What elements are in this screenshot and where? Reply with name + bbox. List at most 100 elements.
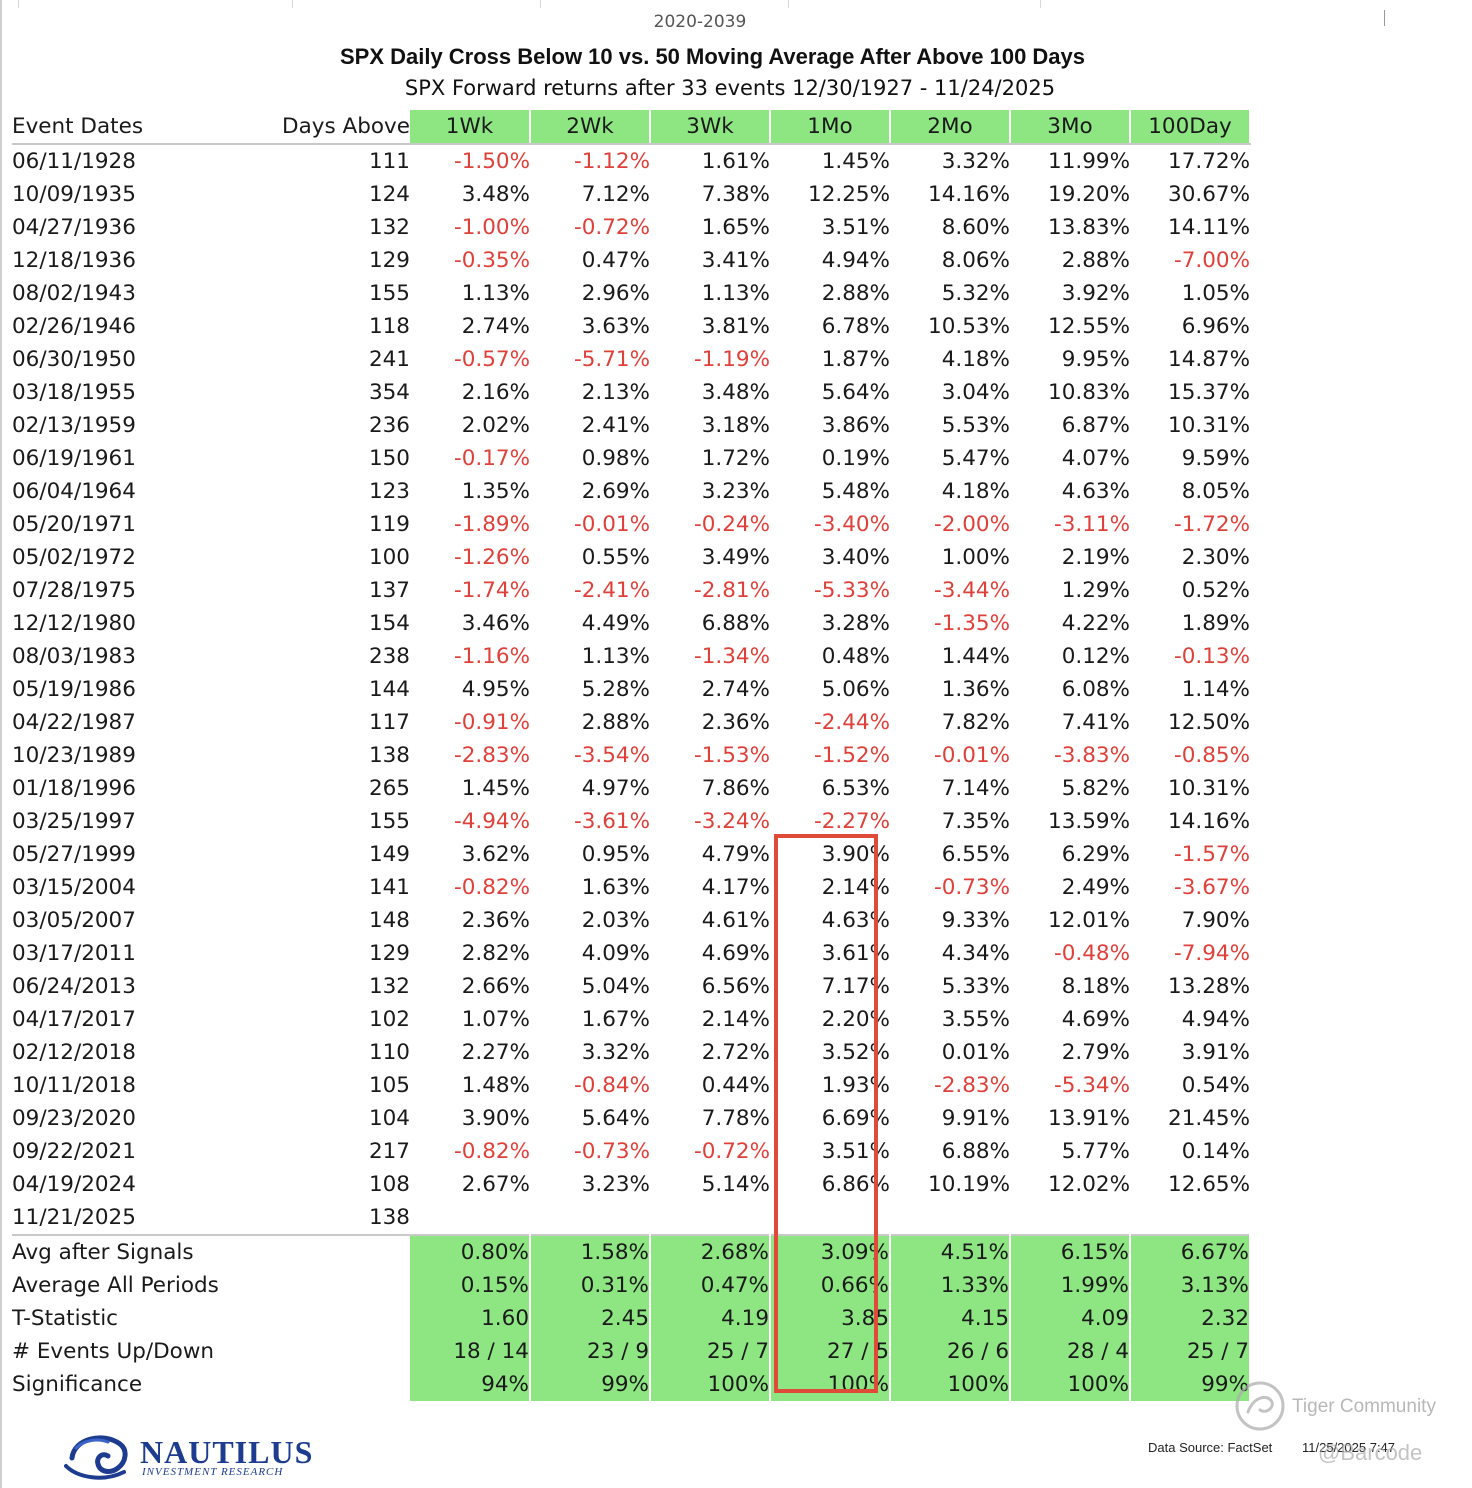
- return-cell: -2.81%: [693, 578, 770, 603]
- return-cell: 2.96%: [581, 281, 650, 306]
- return-cell: -1.50%: [453, 149, 530, 174]
- return-cell: -0.84%: [573, 1073, 650, 1098]
- return-cell: -0.73%: [933, 875, 1010, 900]
- return-cell: 2.03%: [581, 908, 650, 933]
- return-cell: 0.48%: [821, 644, 890, 669]
- return-cell: -3.44%: [933, 578, 1010, 603]
- return-cell: -0.01%: [573, 512, 650, 537]
- days-above-cell: 129: [368, 248, 410, 273]
- days-above-cell: 111: [368, 149, 410, 174]
- days-above-cell: 265: [368, 776, 410, 801]
- return-cell: 8.60%: [941, 215, 1010, 240]
- top-tick: [1384, 10, 1385, 26]
- return-cell: 5.32%: [941, 281, 1010, 306]
- event-date-cell: 05/27/1999: [12, 842, 136, 867]
- return-cell: 3.48%: [461, 182, 530, 207]
- return-cell: 2.36%: [461, 908, 530, 933]
- return-cell: 4.69%: [1061, 1007, 1130, 1032]
- return-cell: [890, 1201, 1010, 1235]
- table-row: 05/20/1971 119 -1.89% -0.01% -0.24% -3.40% -2.…: [12, 508, 1250, 541]
- event-date-cell: 11/21/2025: [12, 1205, 136, 1230]
- table-row: 03/05/2007 148 2.36% 2.03% 4.61% 4.63% 9.33% 12…: [12, 904, 1250, 937]
- event-date-cell: 03/05/2007: [12, 908, 136, 933]
- return-cell: 3.18%: [701, 413, 770, 438]
- days-above-cell: 141: [368, 875, 410, 900]
- return-cell: 2.74%: [461, 314, 530, 339]
- days-above-cell: 155: [368, 809, 410, 834]
- return-cell: 1.87%: [821, 347, 890, 372]
- return-cell: 0.01%: [941, 1040, 1010, 1065]
- return-cell: 8.06%: [941, 248, 1010, 273]
- return-cell: 6.96%: [1181, 314, 1250, 339]
- event-date-cell: 05/19/1986: [12, 677, 136, 702]
- return-cell: -1.52%: [813, 743, 890, 768]
- return-cell: -3.54%: [573, 743, 650, 768]
- table-row: 12/18/1936 129 -0.35% 0.47% 3.41% 4.94% 8.06% 2…: [12, 244, 1250, 277]
- table-row: 03/17/2011 129 2.82% 4.09% 4.69% 3.61% 4.34% -0…: [12, 937, 1250, 970]
- return-cell: 1.13%: [701, 281, 770, 306]
- summary-value: 18 / 14: [410, 1335, 531, 1368]
- return-cell: 1.14%: [1181, 677, 1250, 702]
- table-row: 04/22/1987 117 -0.91% 2.88% 2.36% -2.44% 7.82%…: [12, 706, 1250, 739]
- return-cell: 5.06%: [821, 677, 890, 702]
- summary-value: 3.09%: [770, 1234, 891, 1269]
- return-cell: 1.05%: [1181, 281, 1250, 306]
- return-cell: 3.23%: [581, 1172, 650, 1197]
- return-cell: 4.22%: [1061, 611, 1130, 636]
- summary-rows: Avg after Signals 0.80% 1.58% 2.68% 3.09% 4.5…: [12, 1234, 1251, 1401]
- return-cell: 2.88%: [1061, 248, 1130, 273]
- return-cell: 2.74%: [701, 677, 770, 702]
- days-above-cell: 144: [368, 677, 410, 702]
- summary-row: T-Statistic 1.60 2.45 4.19 3.85 4.15 4.09 2.32: [12, 1302, 1251, 1335]
- return-cell: 3.23%: [701, 479, 770, 504]
- event-date-cell: 08/02/1943: [12, 281, 136, 306]
- return-cell: 0.54%: [1181, 1073, 1250, 1098]
- return-cell: 5.64%: [581, 1106, 650, 1131]
- table-row: 05/19/1986 144 4.95% 5.28% 2.74% 5.06% 1.36% 6.…: [12, 673, 1250, 706]
- summary-label: Significance: [12, 1372, 143, 1397]
- return-cell: 2.02%: [461, 413, 530, 438]
- table-row: 03/15/2004 141 -0.82% 1.63% 4.17% 2.14% -0.73%…: [12, 871, 1250, 904]
- return-cell: 1.29%: [1061, 578, 1130, 603]
- return-cell: 5.47%: [941, 446, 1010, 471]
- days-above-cell: 236: [368, 413, 410, 438]
- return-cell: -0.72%: [573, 215, 650, 240]
- table-row: 04/19/2024 108 2.67% 3.23% 5.14% 6.86% 10.19% 1…: [12, 1168, 1250, 1201]
- return-cell: -0.35%: [453, 248, 530, 273]
- return-cell: -1.26%: [453, 545, 530, 570]
- return-cell: -5.71%: [573, 347, 650, 372]
- summary-value: 2.68%: [650, 1234, 771, 1269]
- return-cell: 3.32%: [941, 149, 1010, 174]
- return-cell: 1.13%: [461, 281, 530, 306]
- summary-label: Average All Periods: [12, 1273, 219, 1298]
- return-cell: -2.27%: [813, 809, 890, 834]
- event-date-cell: 08/03/1983: [12, 644, 136, 669]
- return-cell: 19.20%: [1048, 182, 1130, 207]
- days-above-cell: 137: [368, 578, 410, 603]
- return-cell: 10.31%: [1168, 776, 1250, 801]
- return-cell: [530, 1201, 650, 1235]
- return-cell: 12.02%: [1048, 1172, 1130, 1197]
- event-date-cell: 03/17/2011: [12, 941, 136, 966]
- return-cell: 6.29%: [1061, 842, 1130, 867]
- summary-label: Avg after Signals: [12, 1234, 410, 1269]
- event-date-cell: 02/26/1946: [12, 314, 136, 339]
- column-header: 1Wk: [410, 110, 531, 145]
- return-cell: 7.35%: [941, 809, 1010, 834]
- return-cell: -0.82%: [453, 875, 530, 900]
- return-cell: -7.00%: [1173, 248, 1250, 273]
- return-cell: -1.19%: [693, 347, 770, 372]
- return-cell: 4.61%: [701, 908, 770, 933]
- return-cell: 1.93%: [821, 1073, 890, 1098]
- return-cell: 5.33%: [941, 974, 1010, 999]
- return-cell: 9.95%: [1061, 347, 1130, 372]
- summary-value: 4.51%: [890, 1234, 1011, 1269]
- return-cell: 2.79%: [1061, 1040, 1130, 1065]
- return-cell: 2.36%: [701, 710, 770, 735]
- table-row: 03/25/1997 155 -4.94% -3.61% -3.24% -2.27% 7.3…: [12, 805, 1250, 838]
- summary-row: Avg after Signals 0.80% 1.58% 2.68% 3.09% 4.5…: [12, 1234, 1251, 1269]
- return-cell: 12.65%: [1168, 1172, 1250, 1197]
- return-cell: -3.40%: [813, 512, 890, 537]
- return-cell: 4.95%: [461, 677, 530, 702]
- return-cell: 3.63%: [581, 314, 650, 339]
